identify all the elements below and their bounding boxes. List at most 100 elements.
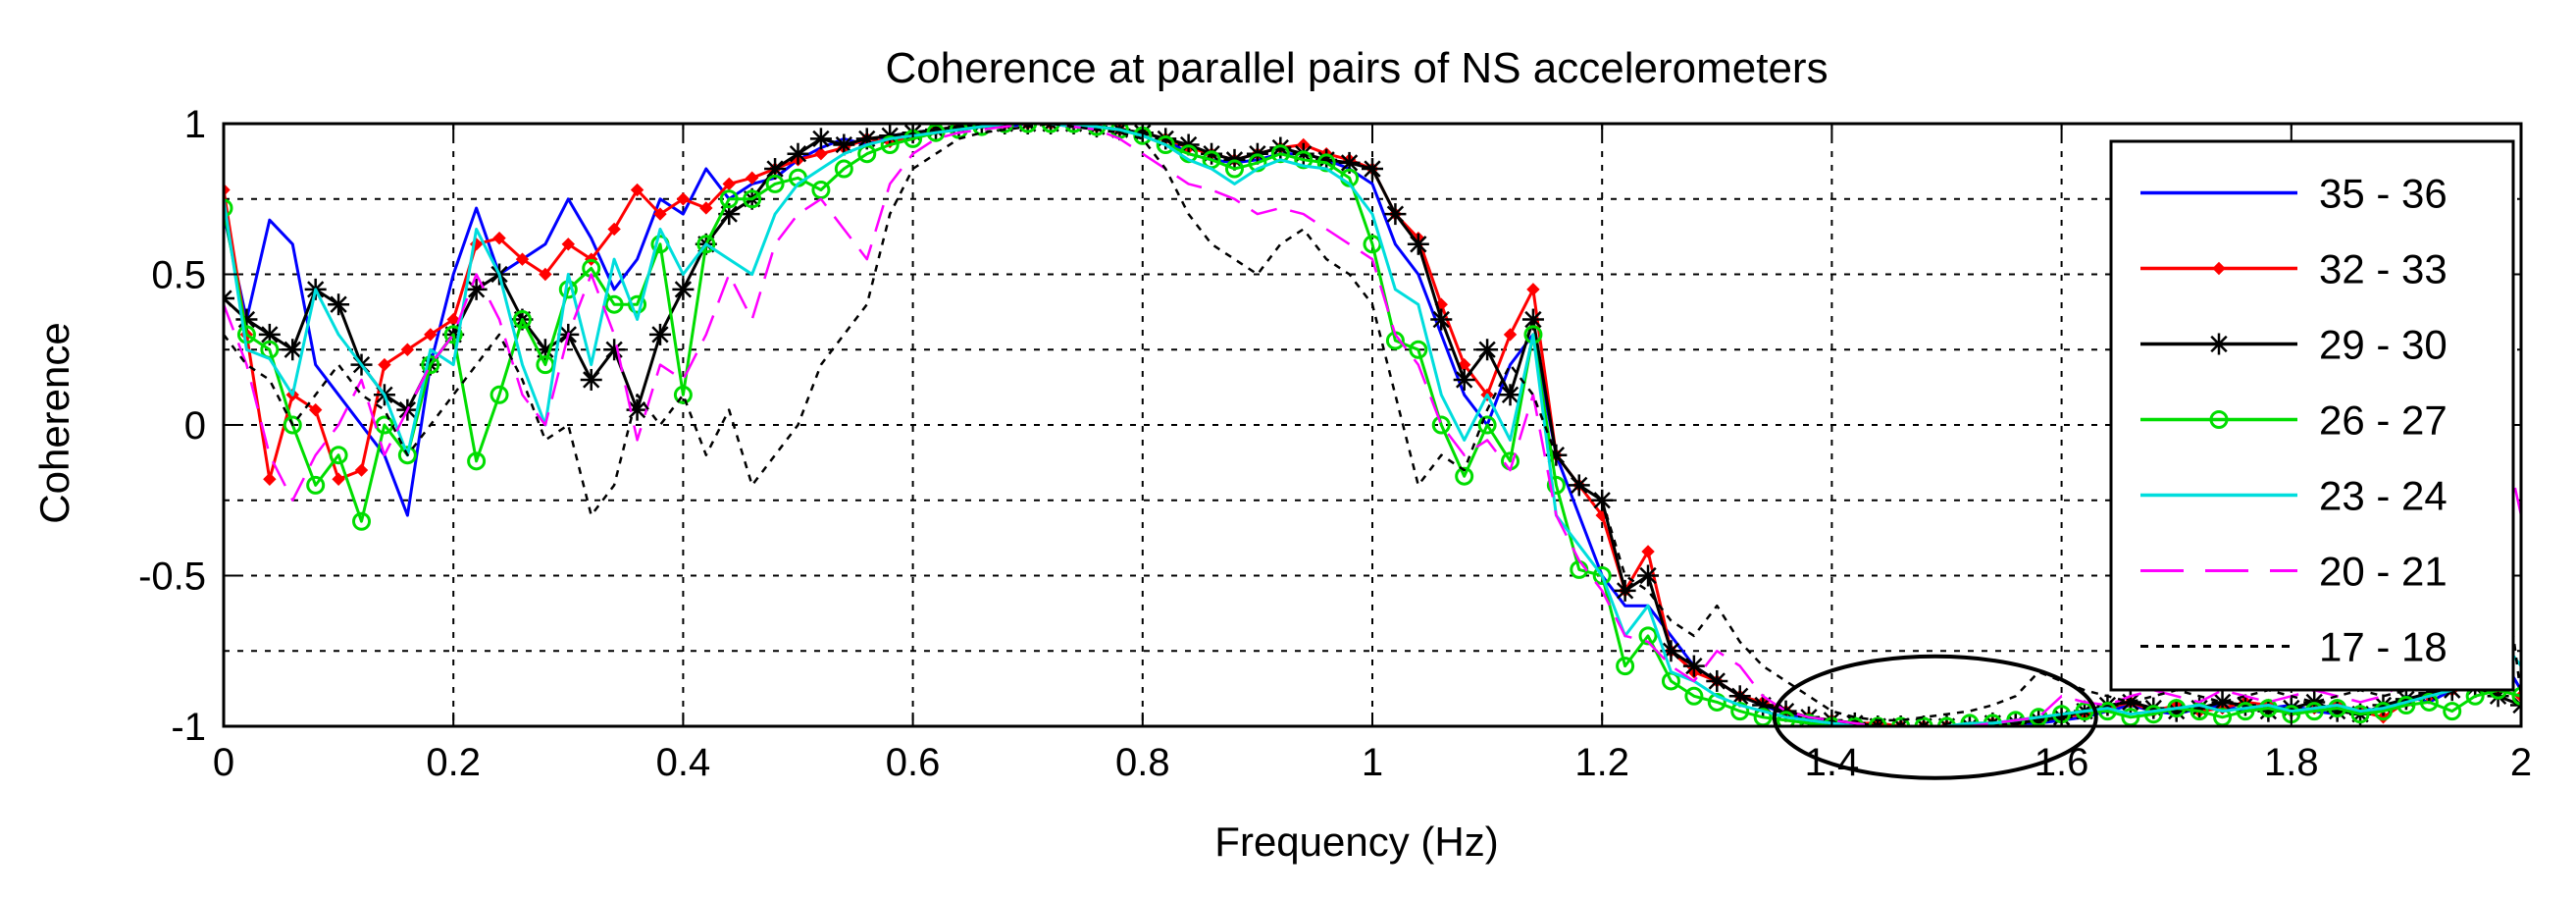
y-tick-label: -1 bbox=[171, 706, 206, 749]
data-point-marker bbox=[283, 415, 302, 435]
data-point-marker bbox=[352, 511, 372, 531]
data-point-marker bbox=[1592, 566, 1612, 585]
series-35-36 bbox=[224, 124, 2521, 726]
data-point-marker bbox=[1799, 714, 1819, 726]
asterisk-stroke bbox=[1639, 566, 1657, 585]
data-point-marker bbox=[1845, 716, 1865, 726]
x-tick-label: 0.2 bbox=[426, 741, 481, 784]
data-point-marker bbox=[2236, 702, 2255, 721]
data-point-marker bbox=[2350, 705, 2370, 724]
asterisk-stroke bbox=[789, 145, 807, 163]
series-line bbox=[224, 124, 2521, 722]
asterisk-stroke bbox=[224, 296, 232, 307]
data-point-marker bbox=[2208, 333, 2230, 355]
data-point-marker bbox=[1637, 564, 1660, 587]
asterisk-stroke bbox=[1340, 154, 1359, 172]
data-point-marker bbox=[354, 463, 369, 477]
asterisk-stroke bbox=[1317, 151, 1335, 169]
data-point-marker bbox=[1409, 340, 1428, 359]
x-tick-label: 2 bbox=[2510, 741, 2532, 784]
data-point-marker bbox=[489, 385, 509, 404]
data-point-marker bbox=[1407, 233, 1429, 255]
asterisk-stroke bbox=[1571, 476, 1588, 495]
asterisk-stroke bbox=[1708, 672, 1726, 690]
asterisk-stroke bbox=[2512, 703, 2521, 714]
data-point-marker bbox=[1499, 384, 1521, 406]
chart-title: Coherence at parallel pairs of NS accele… bbox=[885, 44, 1828, 92]
asterisk-stroke bbox=[1478, 341, 1496, 358]
data-point-marker bbox=[696, 235, 716, 254]
data-point-marker bbox=[1707, 692, 1726, 712]
asterisk-stroke bbox=[628, 400, 646, 419]
asterisk-stroke bbox=[2190, 699, 2208, 717]
y-tick-label: 1 bbox=[184, 103, 206, 146]
legend-label: 26 - 27 bbox=[2319, 397, 2447, 444]
data-point-marker bbox=[765, 174, 785, 193]
data-point-marker bbox=[676, 192, 691, 206]
data-point-marker bbox=[1682, 655, 1705, 677]
asterisk-stroke bbox=[283, 341, 301, 358]
y-tick-label: 0 bbox=[184, 404, 206, 448]
asterisk-stroke bbox=[1593, 492, 1611, 509]
series-line bbox=[224, 124, 2521, 726]
series-17-18 bbox=[224, 124, 2521, 722]
data-point-marker bbox=[1914, 716, 1933, 726]
data-point-marker bbox=[1706, 669, 1728, 692]
legend-label: 35 - 36 bbox=[2319, 171, 2447, 217]
data-point-marker bbox=[1224, 159, 1244, 179]
asterisk-stroke bbox=[720, 205, 738, 223]
asterisk-stroke bbox=[1271, 138, 1289, 157]
data-point-marker bbox=[2304, 702, 2324, 721]
plot-area: 0 0.2 0.4 0.6 0.8 1 1.2 1.4 1.6 1.8 2 -1 -0.5 0 0.5 1 35… bbox=[138, 103, 2532, 784]
data-point-marker bbox=[308, 402, 323, 417]
asterisk-stroke bbox=[583, 371, 600, 389]
data-point-marker bbox=[224, 288, 234, 310]
asterisk-stroke bbox=[651, 326, 669, 344]
x-tick-label: 0.4 bbox=[656, 741, 711, 784]
asterisk-stroke bbox=[1432, 310, 1450, 329]
legend-item: 17 - 18 bbox=[2140, 624, 2447, 670]
data-point-marker bbox=[2143, 705, 2163, 724]
asterisk-stroke bbox=[812, 130, 830, 148]
data-point-marker bbox=[811, 181, 831, 200]
data-point-marker bbox=[1248, 153, 1267, 173]
x-tick-label: 0 bbox=[213, 741, 234, 784]
data-point-marker bbox=[1503, 328, 1518, 342]
legend-item: 32 - 33 bbox=[2140, 246, 2447, 292]
data-point-marker bbox=[328, 293, 350, 316]
data-point-marker bbox=[745, 171, 759, 185]
data-point-marker bbox=[1453, 368, 1475, 391]
asterisk-stroke bbox=[1501, 386, 1520, 403]
data-point-marker bbox=[1064, 124, 1084, 133]
data-point-marker bbox=[1431, 415, 1451, 435]
tick-group: 0 0.2 0.4 0.6 0.8 1 1.2 1.4 1.6 1.8 2 -1 -0.5 0 0.5 1 bbox=[138, 103, 2532, 784]
data-point-marker bbox=[1641, 545, 1655, 558]
data-point-marker bbox=[787, 142, 809, 165]
data-point-marker bbox=[648, 323, 671, 345]
asterisk-stroke bbox=[2122, 693, 2139, 712]
data-point-marker bbox=[2373, 702, 2393, 721]
data-point-marker bbox=[673, 385, 693, 404]
data-point-marker bbox=[1614, 579, 1636, 602]
data-point-marker bbox=[580, 368, 602, 391]
data-point-marker bbox=[1616, 657, 1635, 676]
data-point-marker bbox=[630, 183, 644, 197]
data-point-marker bbox=[329, 446, 348, 465]
legend-label: 17 - 18 bbox=[2319, 624, 2447, 670]
x-tick-label: 0.8 bbox=[1115, 741, 1170, 784]
series-line bbox=[224, 124, 2521, 726]
data-point-marker bbox=[1156, 134, 1175, 154]
data-point-marker bbox=[628, 294, 647, 314]
legend-item: 20 - 21 bbox=[2140, 549, 2447, 595]
asterisk-stroke bbox=[1731, 687, 1749, 705]
asterisk-stroke bbox=[858, 130, 876, 148]
y-tick-label: -0.5 bbox=[138, 555, 206, 599]
data-point-marker bbox=[375, 415, 394, 435]
data-point-marker bbox=[2376, 711, 2391, 724]
data-point-marker bbox=[1294, 150, 1314, 170]
x-tick-label: 1.8 bbox=[2264, 741, 2319, 784]
data-point-marker bbox=[282, 339, 304, 361]
data-point-marker bbox=[1958, 715, 1981, 726]
